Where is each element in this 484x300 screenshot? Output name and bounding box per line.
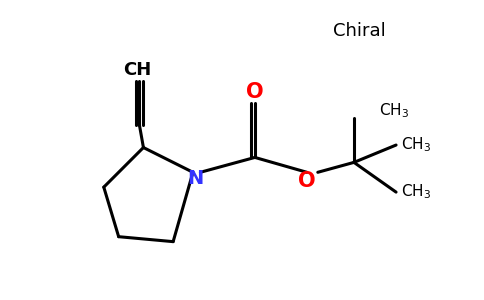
Text: O: O [246,82,264,102]
Text: CH$_3$: CH$_3$ [401,136,431,154]
Text: CH$_3$: CH$_3$ [378,101,409,120]
Text: CH: CH [123,61,151,79]
Text: N: N [187,169,204,188]
Text: CH$_3$: CH$_3$ [401,183,431,202]
Text: O: O [298,171,316,191]
Text: Chiral: Chiral [333,22,385,40]
